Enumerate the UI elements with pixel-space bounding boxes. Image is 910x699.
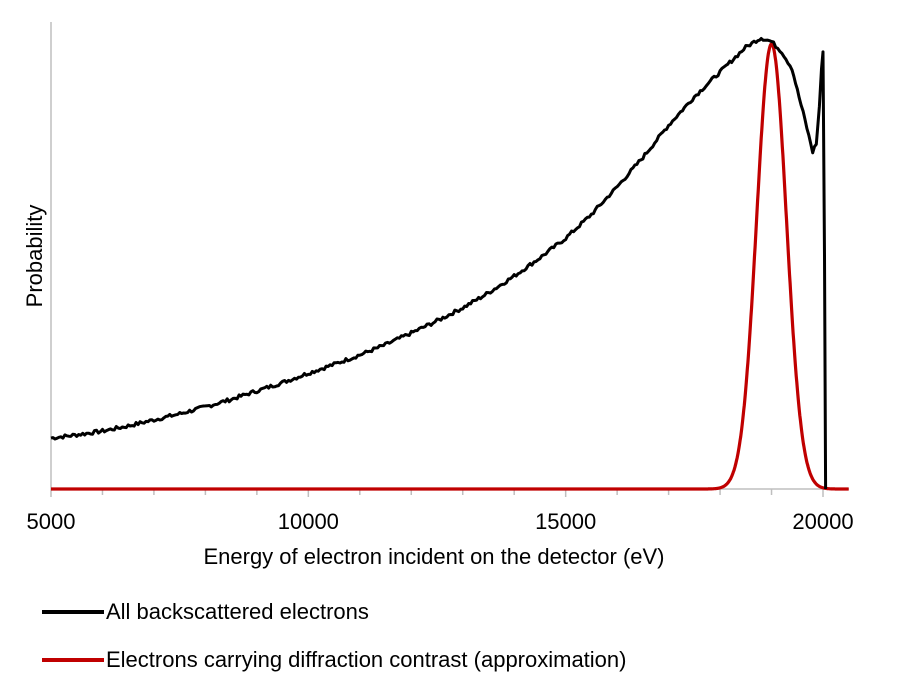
legend-label: All backscattered electrons <box>106 599 369 624</box>
legend-label: Electrons carrying diffraction contrast … <box>106 647 627 672</box>
series-line-diffraction-contrast <box>49 42 850 491</box>
x-axis-title: Energy of electron incident on the detec… <box>203 544 664 569</box>
x-tick-label: 10000 <box>278 509 339 534</box>
x-tick-label: 15000 <box>535 509 596 534</box>
series-line-all-backscattered <box>50 37 828 490</box>
x-tick-labels: 5000 10000 15000 20000 <box>27 509 854 534</box>
legend-swatch-black <box>42 610 104 614</box>
legend-swatch-red <box>42 658 104 662</box>
legend-item-all-backscattered[interactable]: All backscattered electrons <box>42 588 626 636</box>
x-tick-label: 5000 <box>27 509 76 534</box>
x-tick-label: 20000 <box>792 509 853 534</box>
chart: 5000 10000 15000 20000 Energy of electron i… <box>22 22 854 569</box>
legend-item-diffraction-contrast[interactable]: Electrons carrying diffraction contrast … <box>42 636 626 684</box>
legend: All backscattered electrons Electrons ca… <box>42 588 626 684</box>
y-axis-title: Probability <box>22 205 47 308</box>
